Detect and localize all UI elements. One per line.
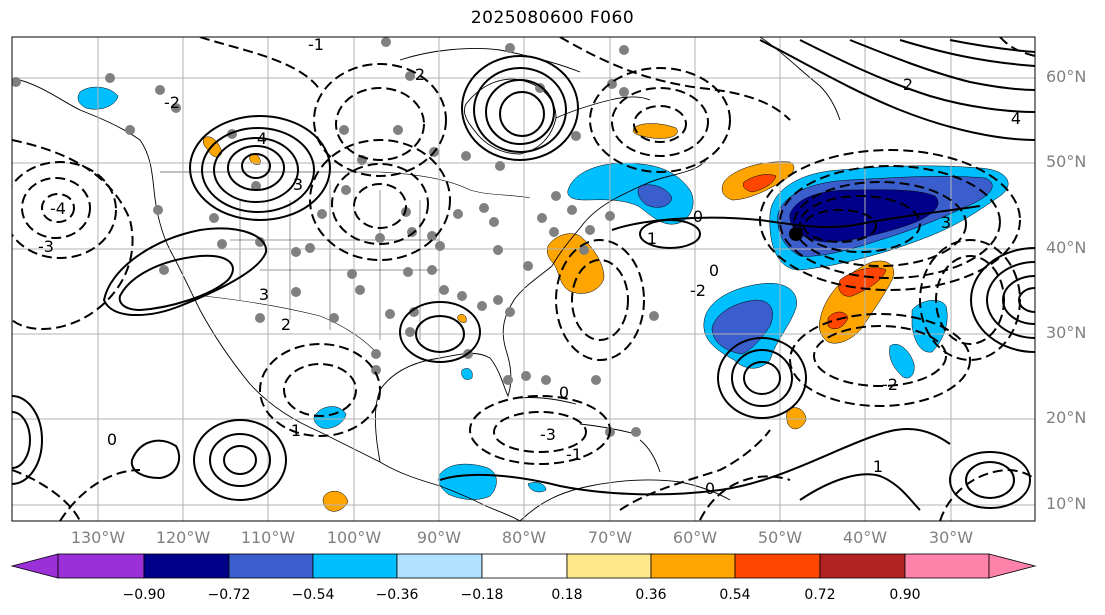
colorbar-max-extend xyxy=(988,553,1037,579)
colorbar-min-extend xyxy=(10,553,59,579)
colorbar-bin xyxy=(228,553,314,579)
shade-baja-orange xyxy=(322,491,349,512)
lon-label: 130°W xyxy=(70,528,126,547)
colorbar-tick: −0.54 xyxy=(291,587,335,603)
contour-label: 3 xyxy=(293,175,303,194)
contour-label: -2 xyxy=(690,281,706,300)
colorbar-bin xyxy=(57,553,145,579)
shade-maritimes-blue-dark xyxy=(637,184,673,208)
shade-subtrop-orange xyxy=(786,407,807,430)
contour-label: 1 xyxy=(873,457,883,476)
shade-carib-blue xyxy=(527,482,547,493)
lat-label: 60°N xyxy=(1046,67,1087,86)
contour-label: 2 xyxy=(281,315,291,334)
shade-east-blue-2 xyxy=(889,344,915,379)
contour-label: -1 xyxy=(308,35,324,54)
contours-negative xyxy=(12,37,1035,521)
contour-label: 3 xyxy=(259,285,269,304)
lon-label: 60°W xyxy=(672,528,718,547)
contour-label: -4 xyxy=(50,199,66,218)
contours-positive xyxy=(12,39,1035,511)
colorbar-bin xyxy=(819,553,906,579)
colorbar-bin xyxy=(734,553,821,579)
contour-label: 0 xyxy=(709,261,719,280)
colorbar-tick: 0.90 xyxy=(889,587,921,603)
lat-label: 20°N xyxy=(1046,408,1087,427)
contour-label: 4 xyxy=(257,129,267,148)
lat-label: 50°N xyxy=(1046,152,1087,171)
lat-label: 30°N xyxy=(1046,323,1087,342)
colorbar-bin xyxy=(396,553,483,579)
lon-label: 80°W xyxy=(501,528,547,547)
colorbar-tick: −0.18 xyxy=(460,587,504,603)
shade-labrador-orange xyxy=(632,123,678,139)
contour-label: 2 xyxy=(903,75,913,94)
contour-label: 2 xyxy=(415,65,425,84)
colorbar-bin xyxy=(481,553,568,579)
low-center-marker xyxy=(789,227,803,241)
contour-label: 1 xyxy=(291,421,301,440)
shade-rockies-orange-1 xyxy=(202,136,223,158)
colorbar-tick: 0.36 xyxy=(635,587,667,603)
colorbar xyxy=(10,553,1037,579)
lon-label: 110°W xyxy=(240,528,296,547)
shade-yuc-blue xyxy=(461,368,473,380)
contour-label: 0 xyxy=(559,383,569,402)
contour-label: 3 xyxy=(941,213,951,232)
contour-label: 0 xyxy=(107,430,117,449)
shade-atl-red-2 xyxy=(827,311,849,329)
colorbar-tick: −0.72 xyxy=(207,587,251,603)
contour-label: -2 xyxy=(164,93,180,112)
colorbar-tick: 0.72 xyxy=(804,587,836,603)
lon-label: 50°W xyxy=(757,528,803,547)
contour-label: -3 xyxy=(540,425,556,444)
lon-label: 70°W xyxy=(587,528,633,547)
shade-nfld-red xyxy=(743,174,777,193)
colorbar-tick: −0.36 xyxy=(375,587,419,603)
colorbar-bin xyxy=(143,553,230,579)
lat-label: 10°N xyxy=(1046,494,1087,513)
lon-label: 30°W xyxy=(928,528,974,547)
contour-label-group: -1 -2 -3 -4 0 1 2 3 4 0 -2 -1 -3 -2 3 1 … xyxy=(38,35,1021,498)
chart-title: 2025080600 F060 xyxy=(470,8,635,28)
colorbar-bin xyxy=(312,553,398,579)
colorbar-tick: −0.90 xyxy=(122,587,166,603)
lon-label: 120°W xyxy=(155,528,211,547)
contour-label: -3 xyxy=(38,237,54,256)
lon-label: 90°W xyxy=(416,528,462,547)
colorbar-tick: 0.54 xyxy=(719,587,751,603)
shade-gulf-orange xyxy=(457,314,467,323)
station-dots xyxy=(12,37,659,437)
lon-label: 40°W xyxy=(842,528,888,547)
contour-label: 4 xyxy=(1011,109,1021,128)
map-border xyxy=(11,36,1036,522)
colorbar-tick: 0.18 xyxy=(551,587,583,603)
contour-label: 0 xyxy=(705,479,715,498)
graticule xyxy=(12,37,1035,521)
lat-label: 40°N xyxy=(1046,238,1087,257)
contour-label: -1 xyxy=(566,445,582,464)
colorbar-bin xyxy=(904,553,990,579)
colorbar-bin xyxy=(566,553,652,579)
lon-label: 100°W xyxy=(326,528,382,547)
contour-label: -2 xyxy=(882,375,898,394)
contour-label: 1 xyxy=(647,229,657,248)
contour-label: 0 xyxy=(693,207,703,226)
colorbar-bin xyxy=(650,553,736,579)
